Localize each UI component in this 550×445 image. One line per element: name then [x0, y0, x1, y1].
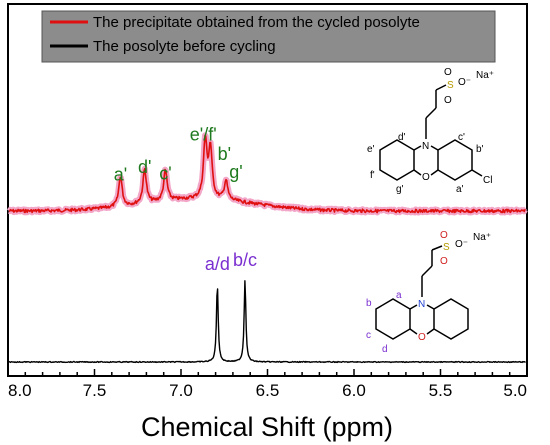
- structure-top-label-b: b': [476, 144, 484, 155]
- x-tick-label: 5.0: [503, 381, 527, 400]
- x-tick-label: 7.5: [83, 381, 107, 400]
- structure-top-o2: O: [444, 95, 452, 106]
- peak-label: c': [159, 164, 171, 184]
- structure-top-chain: [435, 84, 447, 91]
- structure-top-label-a: a': [456, 184, 464, 195]
- structure-top-label-c: c': [458, 132, 465, 143]
- structure-top-bond: [430, 169, 439, 176]
- x-tick-label: 7.0: [169, 381, 193, 400]
- structure-bottom-label-a: a: [396, 290, 402, 301]
- structure-bottom-na: Na⁺: [473, 232, 491, 243]
- x-tick-label: 8.0: [8, 381, 32, 400]
- x-axis: 8.0 7.5 7.0 6.5 6.0 5.5 5.0: [7, 369, 528, 400]
- structure-top-right-ring: [437, 139, 473, 181]
- structure-bottom-left-ring: [375, 298, 411, 340]
- spectra: [6, 132, 528, 364]
- structure-top-label-e: e': [367, 144, 375, 155]
- peak-labels: a' d' c' e'/f'b'g' a/d b/c: [114, 125, 257, 275]
- structure-top-o1: O: [444, 67, 452, 78]
- structure-bottom-bond: [409, 328, 418, 335]
- structure-bottom-bond: [409, 304, 418, 310]
- peak-label: g': [229, 162, 242, 182]
- structure-top-o: O: [422, 172, 430, 183]
- structure-top-ominus: O⁻: [458, 77, 471, 88]
- legend: The precipitate obtained from the cycled…: [41, 10, 496, 63]
- structure-top-n: N: [422, 141, 429, 152]
- series-precipitate-line: [8, 134, 526, 214]
- peak-label: a/d: [205, 254, 230, 274]
- structure-bottom-bond: [426, 328, 435, 335]
- structure-bottom-label-b: b: [366, 298, 372, 309]
- structure-bottom-bond: [426, 304, 435, 310]
- structure-top: N O S O O O⁻ Na⁺ Cl d' c' e' b' f' g' a': [367, 67, 494, 195]
- structure-bottom-s: S: [443, 242, 450, 253]
- legend-box: [41, 10, 496, 63]
- structure-top-label-d: d': [398, 132, 406, 143]
- x-tick-label: 5.5: [429, 381, 453, 400]
- structure-top-label-g: g': [396, 184, 404, 195]
- structure-bottom-o: O: [418, 332, 426, 343]
- structure-top-cl: Cl: [483, 175, 492, 186]
- x-tick-label: 6.5: [256, 381, 280, 400]
- legend-label-posolyte: The posolyte before cycling: [93, 38, 276, 55]
- structure-top-na: Na⁺: [476, 70, 494, 81]
- series-precipitate-halo: [6, 132, 528, 216]
- structure-top-cl-bond: [471, 169, 483, 177]
- peak-label: d': [138, 157, 151, 177]
- structure-bottom-ominus: O⁻: [455, 239, 468, 250]
- x-tick-label: 6.0: [342, 381, 366, 400]
- structure-bottom-o1: O: [440, 230, 448, 241]
- structure-top-bond: [413, 145, 422, 151]
- structure-bottom-o2: O: [440, 256, 448, 267]
- structure-top-bond: [430, 145, 439, 151]
- structure-top-s: S: [447, 80, 454, 91]
- structure-bottom-n: N: [418, 299, 425, 310]
- structure-top-bond: [413, 169, 422, 176]
- peak-label: a': [114, 165, 127, 185]
- structure-bottom-chain: [431, 245, 443, 251]
- peak-label: b/c: [233, 250, 257, 270]
- series-posolyte-line: [8, 280, 526, 364]
- peak-label: b': [218, 144, 231, 164]
- structure-top-label-f: f': [370, 170, 375, 181]
- structure-bottom-right-ring: [433, 298, 469, 340]
- structure-bottom-label-c: c: [366, 330, 371, 341]
- structure-top-chain: [425, 107, 437, 119]
- structure-bottom: N O S O O O⁻ Na⁺ a b c d: [366, 230, 491, 355]
- legend-label-precipitate: The precipitate obtained from the cycled…: [93, 14, 420, 31]
- structure-bottom-chain: [421, 265, 433, 277]
- structure-top-left-ring: [379, 139, 415, 181]
- peak-label: e'/f': [190, 125, 217, 145]
- structure-bottom-label-d: d: [382, 344, 388, 355]
- x-axis-title: Chemical Shift (ppm): [141, 412, 393, 442]
